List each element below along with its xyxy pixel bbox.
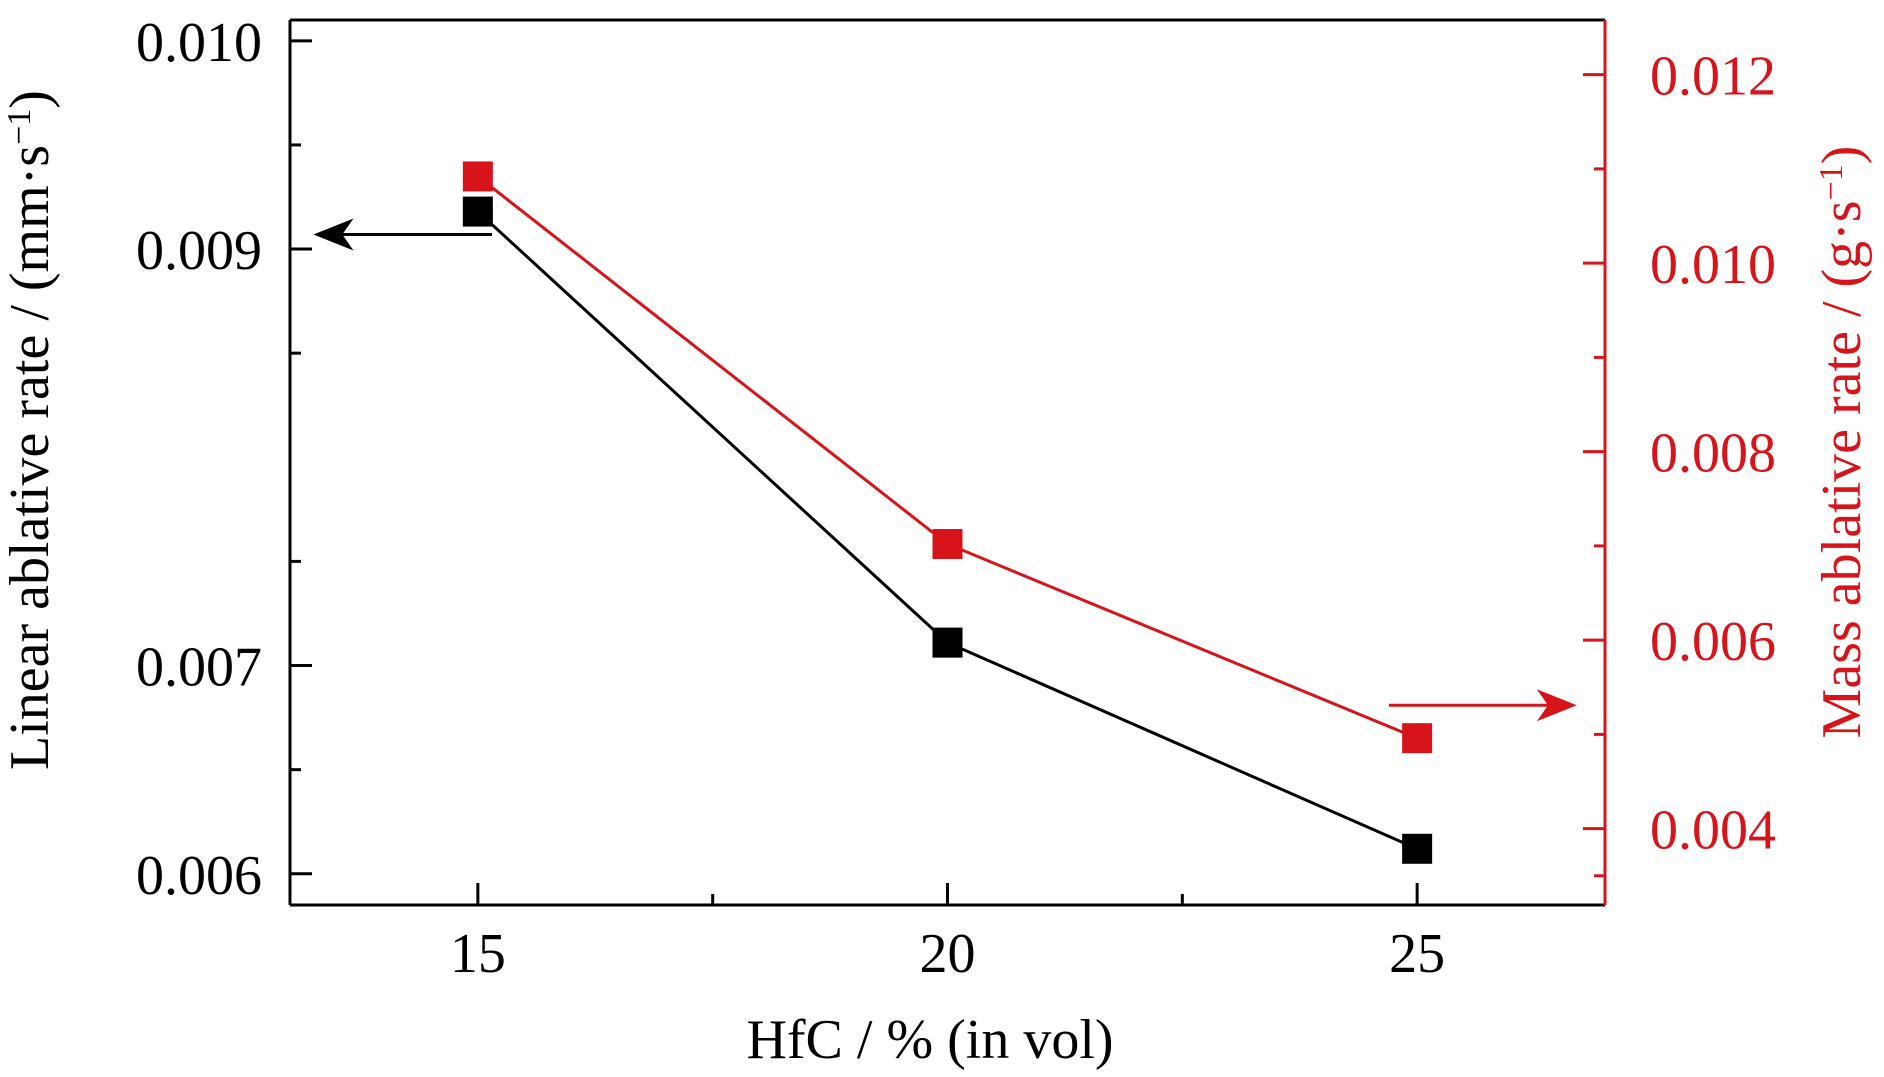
y-right-tick-label: 0.008 [1650, 423, 1776, 485]
x-tick-label: 20 [920, 923, 976, 985]
data-point-right [462, 161, 493, 192]
data-point-left [462, 196, 493, 227]
y-left-tick-label: 0.009 [136, 220, 262, 282]
y-left-tick-label: 0.007 [136, 637, 262, 699]
y-right-tick-label: 0.010 [1650, 234, 1776, 296]
y-right-title-base: Mass ablative rate / (g·s [1811, 200, 1873, 738]
x-tick-label: 15 [450, 923, 506, 985]
y-right-tick-label: 0.012 [1650, 46, 1776, 108]
y-left-title-close: ) [0, 90, 61, 109]
data-point-left [1402, 833, 1433, 864]
y-right-title-sup: −1 [1813, 164, 1850, 200]
y-right-tick-label: 0.006 [1650, 611, 1776, 673]
data-point-right [932, 529, 963, 560]
y-right-axis-title: Mass ablative rate / (g·s−1) [1811, 146, 1873, 739]
y-left-axis-title: Linear ablative rate / (mm·s−1) [0, 90, 61, 770]
data-point-right [1402, 723, 1433, 754]
y-left-tick-label: 0.010 [136, 12, 262, 74]
y-left-title-base: Linear ablative rate / (mm·s [0, 145, 61, 770]
y-right-title-close: ) [1811, 146, 1873, 165]
x-tick-label: 25 [1389, 923, 1445, 985]
data-point-left [932, 627, 963, 658]
y-left-title-sup: −1 [1, 109, 38, 145]
y-left-tick-label: 0.006 [136, 845, 262, 907]
y-right-tick-label: 0.004 [1650, 800, 1776, 862]
arrow-head-left [313, 218, 354, 251]
x-axis-title: HfC / % (in vol) [746, 1009, 1113, 1071]
arrow-head-right [1536, 689, 1577, 722]
